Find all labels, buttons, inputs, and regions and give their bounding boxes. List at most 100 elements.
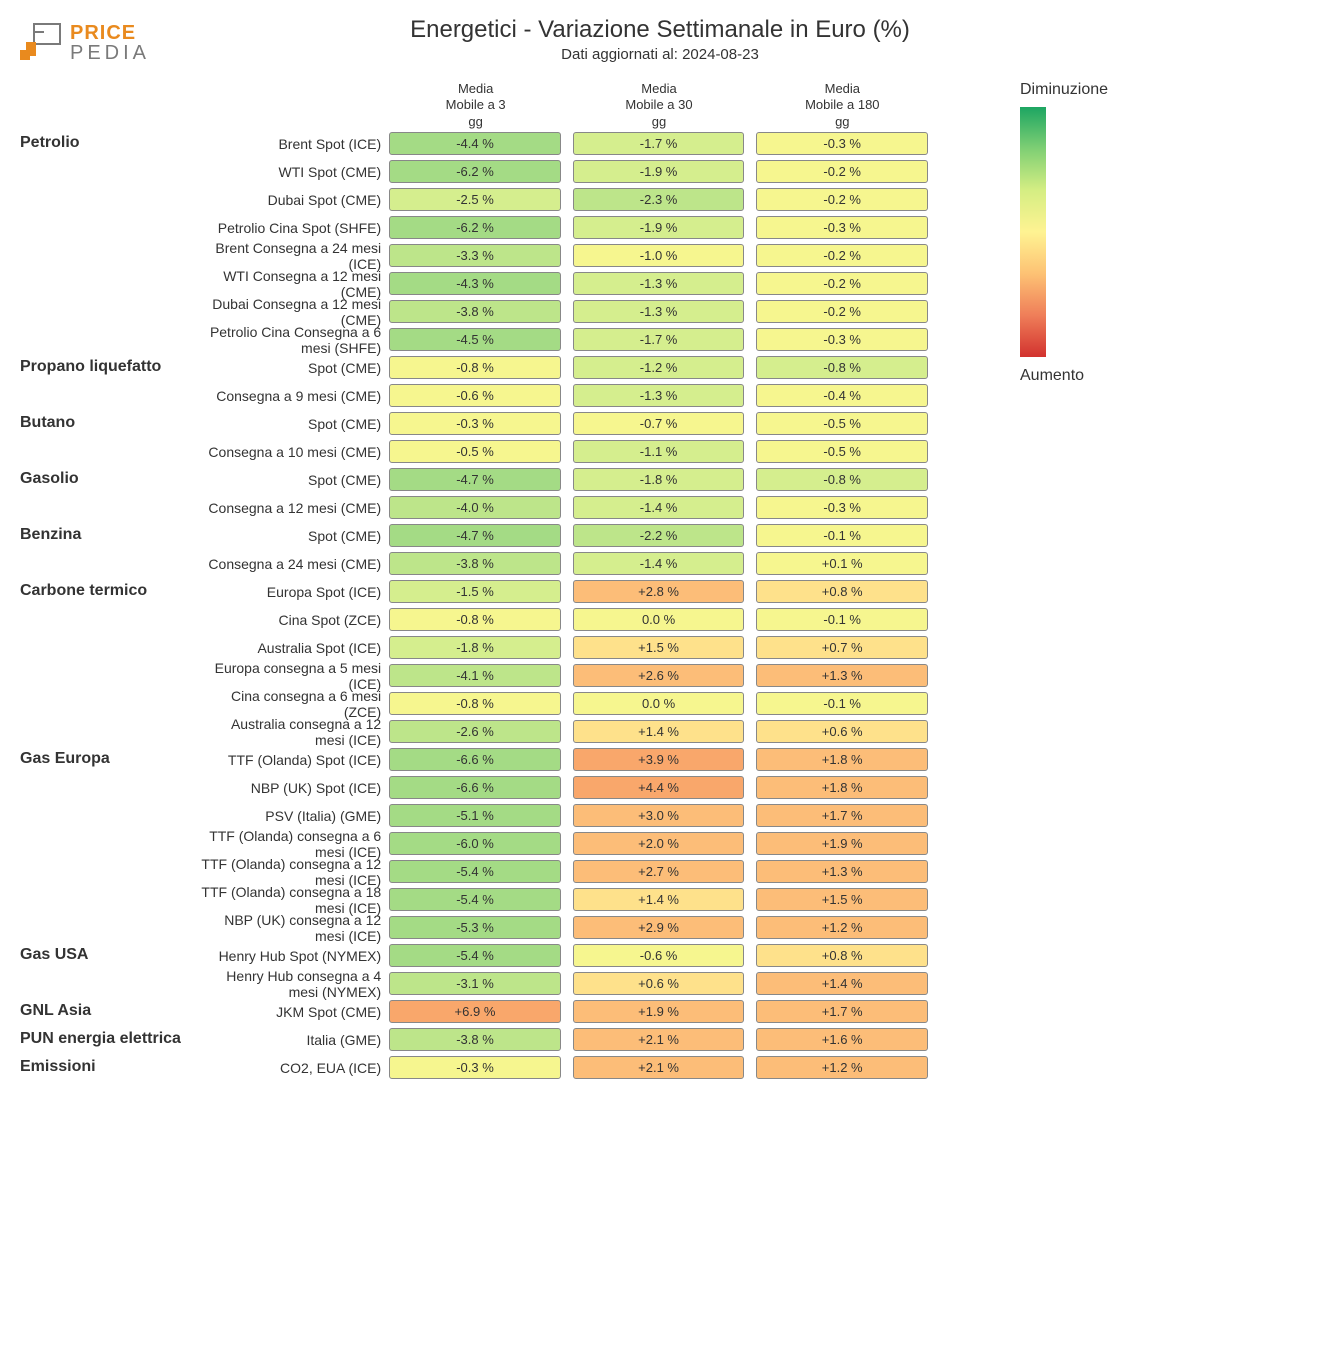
table-row: TTF (Olanda) consegna a 6 mesi (ICE)-6.0… (20, 830, 940, 858)
heatmap-cell: -1.7 % (573, 328, 745, 351)
table-row: PUN energia elettricaItalia (GME)-3.8 %+… (20, 1026, 940, 1054)
heatmap-cell: -1.8 % (573, 468, 745, 491)
category-label (20, 774, 200, 778)
heatmap-cell: -0.1 % (756, 692, 928, 715)
color-legend: Diminuzione Aumento (1020, 81, 1160, 385)
heatmap-cell: -6.0 % (389, 832, 561, 855)
heatmap-cell: -2.3 % (573, 188, 745, 211)
heatmap-cell: -6.2 % (389, 160, 561, 183)
table-row: Australia Spot (ICE)-1.8 %+1.5 %+0.7 % (20, 634, 940, 662)
heatmap-cell: -4.3 % (389, 272, 561, 295)
table-row: BenzinaSpot (CME)-4.7 %-2.2 %-0.1 % (20, 522, 940, 550)
heatmap-cell: -3.8 % (389, 1028, 561, 1051)
column-header: MediaMobile a 180gg (757, 81, 928, 130)
table-row: Gas EuropaTTF (Olanda) Spot (ICE)-6.6 %+… (20, 746, 940, 774)
heatmap-cell: +4.4 % (573, 776, 745, 799)
heatmap-cell: +1.8 % (756, 776, 928, 799)
category-label (20, 270, 200, 274)
heatmap-cell: -0.2 % (756, 188, 928, 211)
row-label: JKM Spot (CME) (200, 1004, 390, 1020)
table-row: ButanoSpot (CME)-0.3 %-0.7 %-0.5 % (20, 410, 940, 438)
category-label (20, 690, 200, 694)
logo-text-pedia: PEDIA (70, 43, 150, 63)
legend-label-bottom: Aumento (1020, 367, 1160, 385)
heatmap-cell: +0.1 % (756, 552, 928, 575)
category-label: Gasolio (20, 466, 200, 488)
category-label (20, 438, 200, 442)
heatmap-cell: +1.4 % (756, 972, 928, 995)
heatmap-cell: 0.0 % (573, 692, 745, 715)
heatmap-cell: +1.3 % (756, 860, 928, 883)
table-row: Consegna a 9 mesi (CME)-0.6 %-1.3 %-0.4 … (20, 382, 940, 410)
heatmap-cell: -0.5 % (389, 440, 561, 463)
heatmap-cell: -1.9 % (573, 216, 745, 239)
table-row: NBP (UK) consegna a 12 mesi (ICE)-5.3 %+… (20, 914, 940, 942)
row-label: Henry Hub Spot (NYMEX) (200, 948, 390, 964)
heatmap-cell: -1.3 % (573, 300, 745, 323)
heatmap-cell: -0.5 % (756, 440, 928, 463)
heatmap-cell: -0.5 % (756, 412, 928, 435)
heatmap-cell: +1.9 % (756, 832, 928, 855)
heatmap-table: MediaMobile a 3ggMediaMobile a 30ggMedia… (20, 81, 940, 1082)
heatmap-cell: -1.3 % (573, 272, 745, 295)
row-label: CO2, EUA (ICE) (200, 1060, 390, 1076)
row-label: Petrolio Cina Consegna a 6 mesi (SHFE) (200, 324, 390, 356)
heatmap-cell: +2.1 % (573, 1056, 745, 1079)
heatmap-cell: +1.6 % (756, 1028, 928, 1051)
heatmap-cell: -1.4 % (573, 552, 745, 575)
heatmap-cell: -0.8 % (756, 468, 928, 491)
table-row: Carbone termicoEuropa Spot (ICE)-1.5 %+2… (20, 578, 940, 606)
heatmap-cell: -4.0 % (389, 496, 561, 519)
row-label: Cina Spot (ZCE) (200, 612, 390, 628)
table-row: Consegna a 24 mesi (CME)-3.8 %-1.4 %+0.1… (20, 550, 940, 578)
heatmap-cell: -0.8 % (389, 608, 561, 631)
heatmap-cell: -0.2 % (756, 272, 928, 295)
heatmap-cell: -0.1 % (756, 524, 928, 547)
table-row: WTI Spot (CME)-6.2 %-1.9 %-0.2 % (20, 158, 940, 186)
heatmap-cell: +1.2 % (756, 1056, 928, 1079)
category-label (20, 382, 200, 386)
heatmap-cell: +2.7 % (573, 860, 745, 883)
heatmap-cell: +1.4 % (573, 720, 745, 743)
heatmap-cell: +3.0 % (573, 804, 745, 827)
table-row: Gas USAHenry Hub Spot (NYMEX)-5.4 %-0.6 … (20, 942, 940, 970)
table-row: NBP (UK) Spot (ICE)-6.6 %+4.4 %+1.8 % (20, 774, 940, 802)
heatmap-cell: -0.6 % (573, 944, 745, 967)
page-subtitle: Dati aggiornati al: 2024-08-23 (200, 46, 1120, 63)
heatmap-cell: -5.4 % (389, 944, 561, 967)
heatmap-cell: +2.8 % (573, 580, 745, 603)
heatmap-cell: +0.8 % (756, 944, 928, 967)
header: PRICE PEDIA Energetici - Variazione Sett… (20, 12, 1300, 81)
heatmap-cell: -0.3 % (756, 132, 928, 155)
table-row: WTI Consegna a 12 mesi (CME)-4.3 %-1.3 %… (20, 270, 940, 298)
heatmap-cell: -6.2 % (389, 216, 561, 239)
legend-label-top: Diminuzione (1020, 81, 1160, 99)
heatmap-cell: -0.3 % (389, 412, 561, 435)
heatmap-cell: -0.2 % (756, 244, 928, 267)
heatmap-cell: +2.0 % (573, 832, 745, 855)
row-label: Dubai Spot (CME) (200, 192, 390, 208)
heatmap-cell: -0.2 % (756, 160, 928, 183)
table-row: Petrolio Cina Consegna a 6 mesi (SHFE)-4… (20, 326, 940, 354)
heatmap-cell: +1.5 % (756, 888, 928, 911)
heatmap-cell: -1.1 % (573, 440, 745, 463)
category-label (20, 662, 200, 666)
heatmap-cell: +0.6 % (756, 720, 928, 743)
heatmap-cell: +1.9 % (573, 1000, 745, 1023)
row-label: PSV (Italia) (GME) (200, 808, 390, 824)
table-row: TTF (Olanda) consegna a 18 mesi (ICE)-5.… (20, 886, 940, 914)
heatmap-cell: -3.8 % (389, 552, 561, 575)
category-label: GNL Asia (20, 998, 200, 1020)
heatmap-cell: -1.3 % (573, 384, 745, 407)
heatmap-cell: +1.7 % (756, 1000, 928, 1023)
category-label: PUN energia elettrica (20, 1026, 200, 1048)
table-row: PetrolioBrent Spot (ICE)-4.4 %-1.7 %-0.3… (20, 130, 940, 158)
table-row: Petrolio Cina Spot (SHFE)-6.2 %-1.9 %-0.… (20, 214, 940, 242)
heatmap-cell: +1.2 % (756, 916, 928, 939)
category-label (20, 326, 200, 330)
category-label (20, 186, 200, 190)
category-label (20, 970, 200, 974)
table-row: Consegna a 12 mesi (CME)-4.0 %-1.4 %-0.3… (20, 494, 940, 522)
heatmap-cell: +1.8 % (756, 748, 928, 771)
heatmap-cell: 0.0 % (573, 608, 745, 631)
